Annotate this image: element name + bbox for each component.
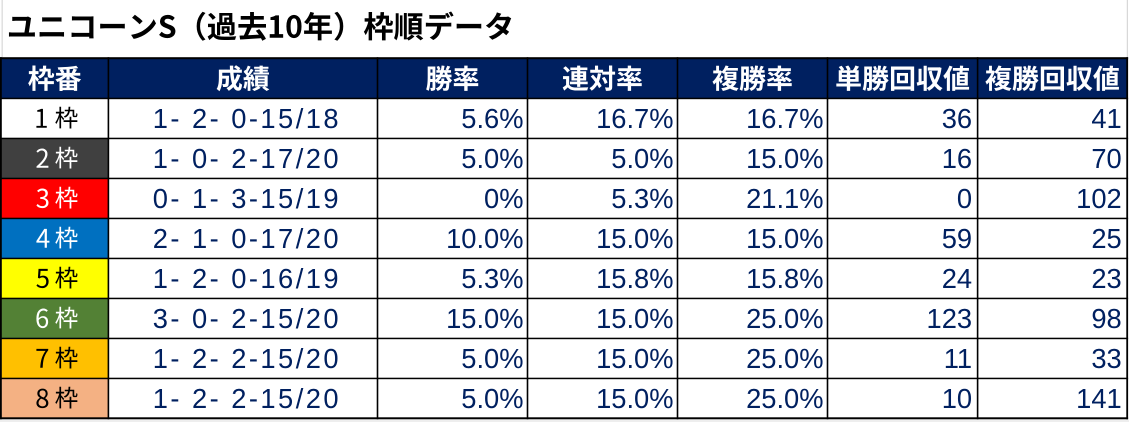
svg-text:15.0%: 15.0%	[596, 343, 673, 374]
svg-text:36: 36	[942, 103, 972, 134]
svg-text:11: 11	[944, 343, 972, 374]
svg-text:5.0%: 5.0%	[611, 143, 673, 174]
svg-text:15.0%: 15.0%	[746, 223, 823, 254]
svg-text:16.7%: 16.7%	[596, 103, 673, 134]
svg-text:0: 0	[957, 183, 972, 214]
svg-text:15.0%: 15.0%	[596, 223, 673, 254]
svg-text:5.0%: 5.0%	[461, 383, 523, 414]
svg-text:25: 25	[1091, 223, 1121, 254]
svg-text:25.0%: 25.0%	[746, 303, 823, 334]
svg-text:25.0%: 25.0%	[746, 343, 823, 374]
svg-text:1- 2- 2-15/20: 1- 2- 2-15/20	[153, 383, 341, 414]
svg-text:5.0%: 5.0%	[461, 143, 523, 174]
svg-text:16: 16	[942, 143, 972, 174]
svg-text:23: 23	[1091, 263, 1121, 294]
svg-text:24: 24	[942, 263, 972, 294]
svg-text:15.8%: 15.8%	[746, 263, 823, 294]
svg-text:33: 33	[1091, 343, 1121, 374]
svg-text:123: 123	[927, 303, 973, 334]
svg-text:15.0%: 15.0%	[596, 383, 673, 414]
svg-text:15.8%: 15.8%	[596, 263, 673, 294]
svg-text:1- 0- 2-17/20: 1- 0- 2-17/20	[153, 143, 341, 174]
svg-text:1- 2- 0-15/18: 1- 2- 0-15/18	[153, 103, 341, 134]
svg-text:21.1%: 21.1%	[746, 183, 823, 214]
svg-text:5.6%: 5.6%	[461, 103, 523, 134]
svg-text:1- 2- 0-16/19: 1- 2- 0-16/19	[153, 263, 341, 294]
svg-text:10.0%: 10.0%	[446, 223, 523, 254]
svg-text:25.0%: 25.0%	[746, 383, 823, 414]
svg-text:3- 0- 2-15/20: 3- 0- 2-15/20	[153, 303, 341, 334]
svg-text:59: 59	[942, 223, 972, 254]
svg-text:10: 10	[942, 383, 972, 414]
svg-text:70: 70	[1091, 143, 1121, 174]
svg-text:15.0%: 15.0%	[596, 303, 673, 334]
svg-text:5.0%: 5.0%	[461, 343, 523, 374]
svg-text:0%: 0%	[484, 183, 523, 214]
svg-text:41: 41	[1091, 103, 1121, 134]
svg-text:5.3%: 5.3%	[611, 183, 673, 214]
svg-text:16.7%: 16.7%	[746, 103, 823, 134]
svg-text:141: 141	[1076, 383, 1122, 414]
svg-text:15.0%: 15.0%	[746, 143, 823, 174]
svg-text:0- 1- 3-15/19: 0- 1- 3-15/19	[153, 183, 341, 214]
svg-text:1- 2- 2-15/20: 1- 2- 2-15/20	[153, 343, 341, 374]
svg-text:102: 102	[1076, 183, 1122, 214]
svg-text:2- 1- 0-17/20: 2- 1- 0-17/20	[153, 223, 341, 254]
svg-text:5.3%: 5.3%	[461, 263, 523, 294]
svg-text:15.0%: 15.0%	[446, 303, 523, 334]
svg-text:98: 98	[1091, 303, 1121, 334]
